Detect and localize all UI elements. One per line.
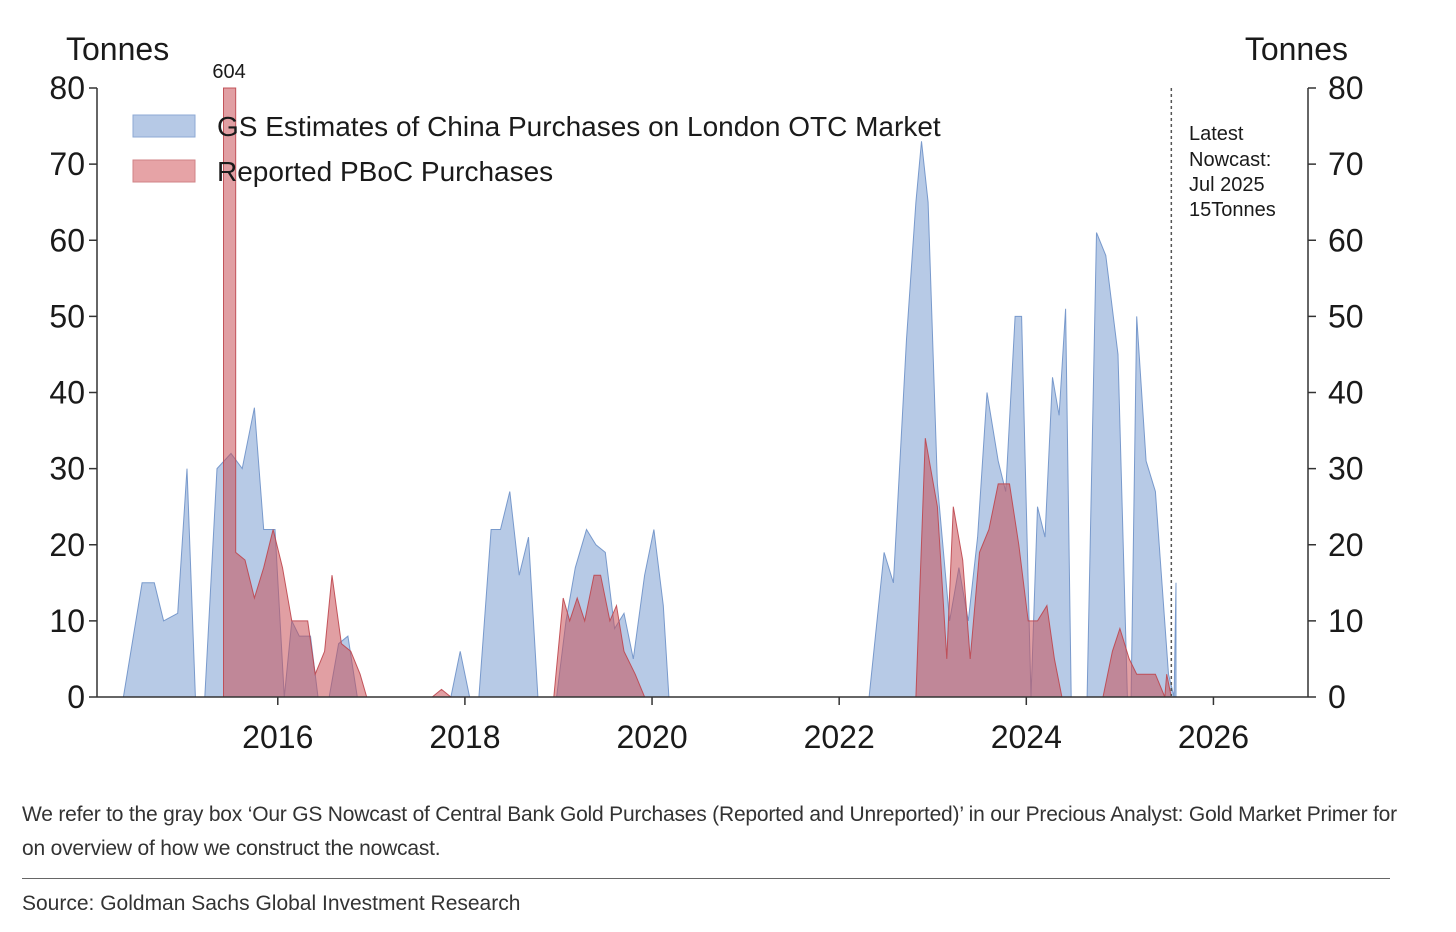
x-tick-label: 2016	[242, 719, 313, 755]
right-y-tick-label: 60	[1328, 222, 1364, 258]
chart-legend: GS Estimates of China Purchases on Londo…	[132, 111, 941, 187]
right-y-tick-label: 40	[1328, 375, 1364, 411]
left-y-tick-label: 70	[49, 146, 85, 182]
left-y-tick-label: 20	[49, 527, 85, 563]
left-y-tick-label: 80	[49, 70, 85, 106]
legend-swatch-gs-estimates	[132, 114, 196, 138]
x-tick-label: 2022	[804, 719, 875, 755]
left-y-tick-label: 40	[49, 375, 85, 411]
right-y-tick-label: 20	[1328, 527, 1364, 563]
right-y-tick-label: 80	[1328, 70, 1364, 106]
left-y-tick-label: 10	[49, 603, 85, 639]
right-y-tick-label: 50	[1328, 298, 1364, 334]
nowcast-annotation-line-2: Nowcast:	[1189, 149, 1271, 171]
right-y-tick-label: 30	[1328, 451, 1364, 487]
nowcast-annotation-line-3: Jul 2025	[1189, 174, 1265, 196]
x-tick-label: 2024	[991, 719, 1062, 755]
right-axis-title: Tonnes	[1245, 31, 1348, 67]
chart-footnote: We refer to the gray box ‘Our GS Nowcast…	[22, 803, 1397, 860]
right-y-tick-label: 0	[1328, 679, 1346, 715]
left-y-tick-label: 50	[49, 298, 85, 334]
right-y-tick-label: 10	[1328, 603, 1364, 639]
spike-value-label: 604	[212, 61, 245, 83]
x-tick-label: 2026	[1178, 719, 1249, 755]
x-tick-label: 2018	[429, 719, 500, 755]
legend-swatch-pboc	[132, 159, 196, 183]
x-tick-label: 2020	[616, 719, 687, 755]
divider	[22, 878, 1390, 879]
source-note: Source: Goldman Sachs Global Investment …	[22, 892, 521, 915]
nowcast-annotation: Latest Nowcast: Jul 2025 15Tonnes	[1189, 123, 1277, 221]
legend-label-pboc: Reported PBoC Purchases	[217, 156, 553, 187]
left-y-tick-label: 30	[49, 451, 85, 487]
left-axis-title: Tonnes	[66, 31, 169, 67]
left-y-tick-label: 0	[67, 679, 85, 715]
nowcast-annotation-line-1: Latest	[1189, 123, 1244, 145]
left-y-tick-label: 60	[49, 222, 85, 258]
right-y-tick-label: 70	[1328, 146, 1364, 182]
legend-label-gs-estimates: GS Estimates of China Purchases on Londo…	[217, 111, 941, 142]
nowcast-annotation-line-4: 15Tonnes	[1189, 199, 1276, 221]
